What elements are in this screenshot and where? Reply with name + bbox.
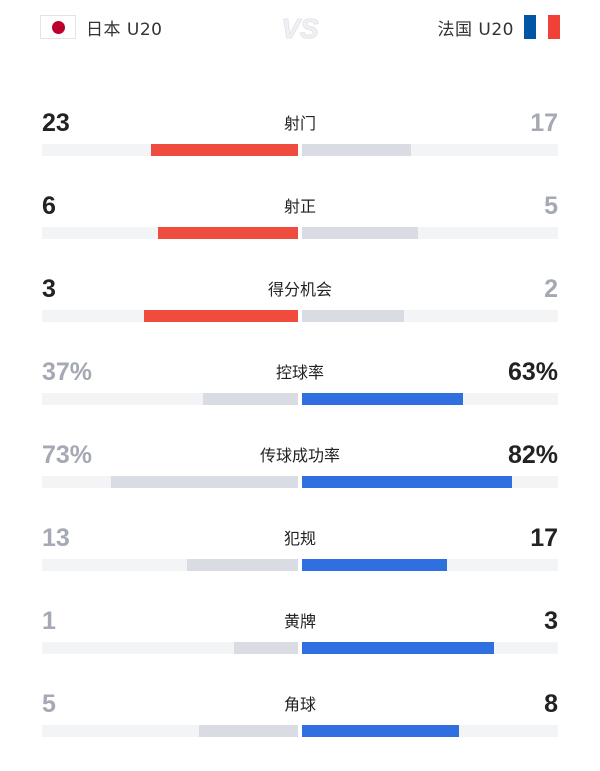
stat-row: 37% 控球率 63% (0, 355, 600, 439)
away-value: 63% (507, 358, 558, 386)
home-bar (199, 725, 298, 737)
stat-label: 射正 (283, 197, 316, 216)
home-bar (158, 227, 298, 239)
away-bar (302, 642, 494, 654)
home-bar-track (42, 393, 298, 405)
vs-text: VS (281, 13, 319, 44)
vs-icon: VS (281, 13, 320, 45)
home-bar-track (42, 476, 298, 488)
home-value: 23 (42, 109, 70, 137)
home-value: 6 (42, 192, 56, 220)
away-value: 17 (530, 109, 558, 137)
away-bar (302, 227, 418, 239)
away-value: 5 (544, 192, 558, 220)
away-bar-track (302, 393, 558, 405)
away-bar-track (302, 725, 558, 737)
home-bar (234, 642, 298, 654)
away-value: 3 (544, 607, 558, 635)
home-team-name: 日本 U20 (86, 19, 163, 40)
away-value: 8 (544, 690, 558, 718)
stat-row: 13 犯规 17 (0, 521, 600, 605)
stat-row: 1 黄牌 3 (0, 604, 600, 688)
away-bar (302, 310, 404, 322)
away-value: 82% (507, 441, 558, 469)
home-bar-track (42, 144, 298, 156)
home-value: 13 (42, 524, 70, 552)
home-bar (203, 393, 298, 405)
away-value: 17 (530, 524, 558, 552)
home-value: 3 (42, 275, 56, 303)
stat-row: 23 射门 17 (0, 106, 600, 190)
away-bar-track (302, 310, 558, 322)
away-team[interactable]: 法国 U20 (438, 12, 560, 42)
stat-label: 控球率 (275, 363, 324, 382)
away-bar-track (302, 476, 558, 488)
away-bar (302, 144, 411, 156)
home-bar (187, 559, 298, 571)
away-bar (302, 393, 463, 405)
home-value: 1 (42, 607, 56, 635)
home-value: 5 (42, 690, 56, 718)
home-bar (144, 310, 298, 322)
flag-france-icon (524, 15, 560, 39)
stat-label: 犯规 (283, 529, 316, 548)
stat-row: 3 得分机会 2 (0, 272, 600, 356)
away-bar-track (302, 227, 558, 239)
stat-label: 得分机会 (267, 280, 332, 299)
home-bar-track (42, 559, 298, 571)
home-bar-track (42, 227, 298, 239)
stat-label: 射门 (283, 114, 316, 133)
flag-japan-icon (40, 15, 76, 39)
home-bar (151, 144, 298, 156)
away-bar (302, 559, 447, 571)
match-header: 日本 U20 VS 法国 U20 (0, 0, 600, 56)
away-bar (302, 725, 459, 737)
away-value: 2 (544, 275, 558, 303)
stat-label: 传球成功率 (259, 446, 340, 465)
away-team-name: 法国 U20 (437, 19, 514, 40)
stat-row: 5 角球 8 (0, 687, 600, 771)
away-bar-track (302, 642, 558, 654)
home-value: 73% (42, 441, 93, 469)
home-bar-track (42, 725, 298, 737)
home-team[interactable]: 日本 U20 (40, 12, 162, 42)
stat-row: 73% 传球成功率 82% (0, 438, 600, 522)
home-value: 37% (42, 358, 93, 386)
home-bar-track (42, 310, 298, 322)
stat-label: 黄牌 (283, 612, 316, 631)
home-bar (111, 476, 298, 488)
away-bar-track (302, 559, 558, 571)
away-bar (302, 476, 512, 488)
away-bar-track (302, 144, 558, 156)
stat-label: 角球 (283, 695, 316, 714)
home-bar-track (42, 642, 298, 654)
stat-row: 6 射正 5 (0, 189, 600, 273)
